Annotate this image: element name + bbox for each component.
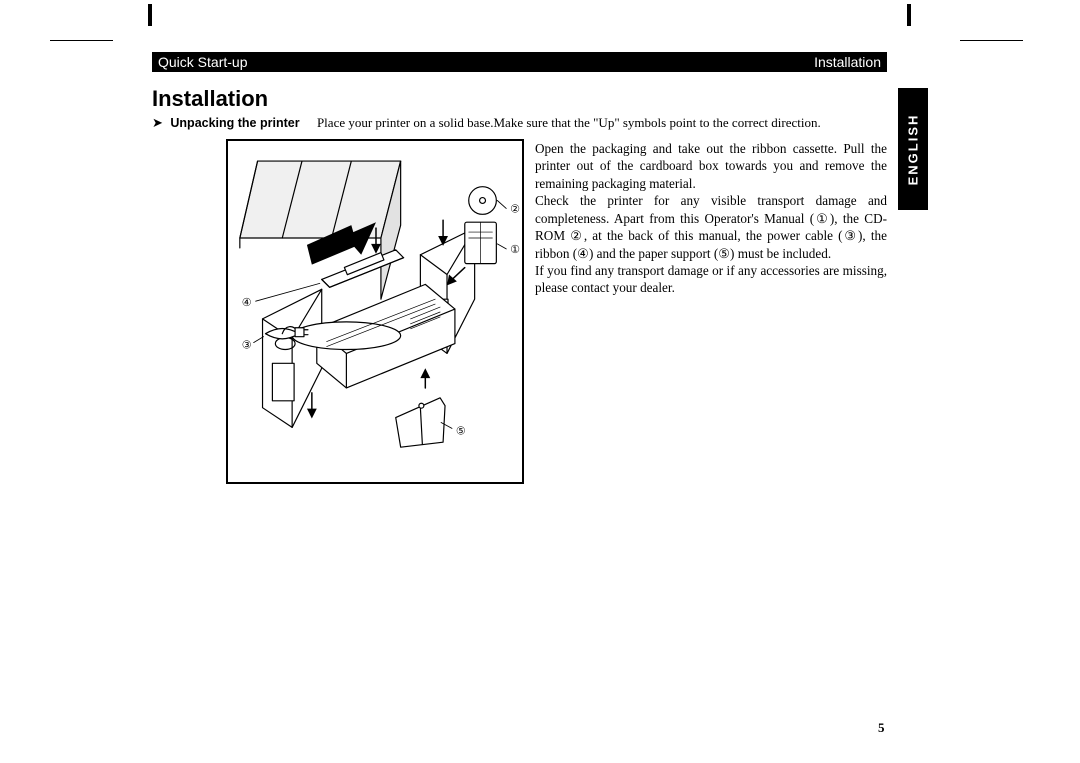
body-p3: If you find any transport damage or if a…: [535, 262, 887, 297]
language-label: ENGLISH: [906, 113, 921, 185]
header-left: Quick Start-up: [158, 54, 247, 70]
page-title: Installation: [152, 86, 268, 112]
callout-2: ②: [510, 203, 520, 215]
crop-rule: [960, 40, 1023, 41]
callout-4: ④: [242, 297, 252, 309]
header-right: Installation: [814, 54, 881, 70]
callout-5: ⑤: [456, 425, 466, 437]
subheading-lead: Place your printer on a solid base.Make …: [317, 115, 821, 130]
running-header: Quick Start-up Installation: [152, 52, 887, 72]
crop-rule: [50, 40, 113, 41]
callout-1: ①: [510, 244, 520, 256]
body-p1: Open the packaging and take out the ribb…: [535, 140, 887, 192]
arrow-icon: ➤: [152, 115, 163, 130]
subheading-label: Unpacking the printer: [170, 116, 299, 130]
manual-page: Quick Start-up Installation Installation…: [0, 0, 1080, 763]
unpacking-diagram: ② ① ④ ③ ⑤: [226, 139, 524, 484]
crop-mark: [148, 4, 152, 26]
page-number: 5: [878, 720, 885, 736]
body-text: Open the packaging and take out the ribb…: [535, 140, 887, 297]
diagram-svg: ② ① ④ ③ ⑤: [228, 141, 522, 482]
body-p2: Check the printer for any visible transp…: [535, 192, 887, 262]
language-tab: ENGLISH: [898, 88, 928, 210]
callout-3: ③: [242, 339, 252, 351]
crop-mark: [907, 4, 911, 26]
subheading-row: ➤ Unpacking the printer Place your print…: [152, 115, 887, 131]
